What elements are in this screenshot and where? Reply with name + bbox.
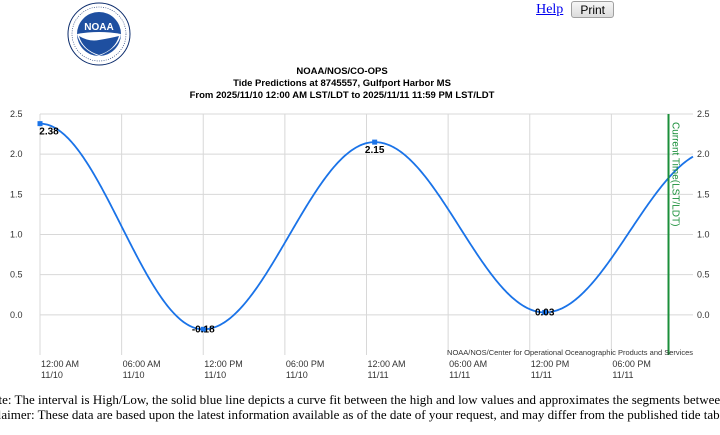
y-tick-label-right: 0.5 xyxy=(697,270,710,280)
chart-credit: NOAA/NOS/Center for Operational Oceanogr… xyxy=(447,348,693,357)
extreme-point-marker xyxy=(200,326,206,332)
y-tick-label-left: 2.0 xyxy=(10,149,23,159)
extreme-value-label: 2.38 xyxy=(39,127,59,138)
chart-titles: NOAA/NOS/CO-OPS Tide Predictions at 8745… xyxy=(0,66,720,102)
x-tick-label-time: 12:00 AM xyxy=(368,359,406,369)
extreme-point-marker xyxy=(37,121,43,127)
y-tick-label-left: 0.0 xyxy=(10,310,23,320)
y-tick-label-right: 1.0 xyxy=(697,230,710,240)
x-tick-label-time: 06:00 AM xyxy=(123,359,161,369)
y-tick-label-right: 2.5 xyxy=(697,109,710,119)
x-tick-label-time: 06:00 PM xyxy=(286,359,325,369)
x-tick-label-time: 06:00 PM xyxy=(612,359,651,369)
top-actions: Help Print xyxy=(536,1,614,18)
x-tick-label-date: 11/10 xyxy=(204,370,226,380)
x-tick-label-date: 11/10 xyxy=(123,370,145,380)
x-tick-label-time: 12:00 PM xyxy=(531,359,570,369)
noaa-logo: NOAA xyxy=(67,2,131,66)
y-tick-label-left: 0.5 xyxy=(10,270,23,280)
x-tick-label-date: 11/11 xyxy=(612,370,633,380)
x-tick-label-date: 11/11 xyxy=(531,370,552,380)
chart-subtitle: Tide Predictions at 8745557, Gulfport Ha… xyxy=(233,78,451,89)
tide-curve xyxy=(39,122,694,331)
x-tick-label-date: 11/10 xyxy=(286,370,308,380)
y-tick-label-left: 1.0 xyxy=(10,230,23,240)
x-tick-label-time: 12:00 PM xyxy=(204,359,243,369)
y-tick-label-right: 1.5 xyxy=(697,189,710,199)
chart-title: NOAA/NOS/CO-OPS xyxy=(296,66,388,77)
x-tick-label-time: 12:00 AM xyxy=(41,359,79,369)
y-tick-label-right: 0.0 xyxy=(697,310,710,320)
x-tick-label-date: 11/11 xyxy=(449,370,470,380)
current-time-label: Current Time(LST/LDT) xyxy=(670,122,681,226)
chart-date-range: From 2025/11/10 12:00 AM LST/LDT to 2025… xyxy=(189,90,495,101)
x-tick-label-date: 11/11 xyxy=(368,370,389,380)
disclaimer-note: claimer: These data are based upon the l… xyxy=(0,407,720,422)
extreme-point-marker xyxy=(542,309,548,315)
extreme-value-label: -0.18 xyxy=(192,324,215,335)
y-tick-label-left: 2.5 xyxy=(10,109,23,119)
y-tick-label-right: 2.0 xyxy=(697,149,710,159)
extreme-value-label: 2.15 xyxy=(365,145,385,156)
x-tick-label-date: 11/10 xyxy=(41,370,63,380)
help-link[interactable]: Help xyxy=(536,1,564,17)
extreme-value-label: 0.03 xyxy=(535,307,555,318)
logo-text: NOAA xyxy=(84,22,113,33)
print-button[interactable]: Print xyxy=(571,1,614,18)
chart-note: ote: The interval is High/Low, the solid… xyxy=(0,392,720,407)
x-tick-label-time: 06:00 AM xyxy=(449,359,487,369)
extreme-point-marker xyxy=(372,139,378,145)
y-tick-label-left: 1.5 xyxy=(10,189,23,199)
